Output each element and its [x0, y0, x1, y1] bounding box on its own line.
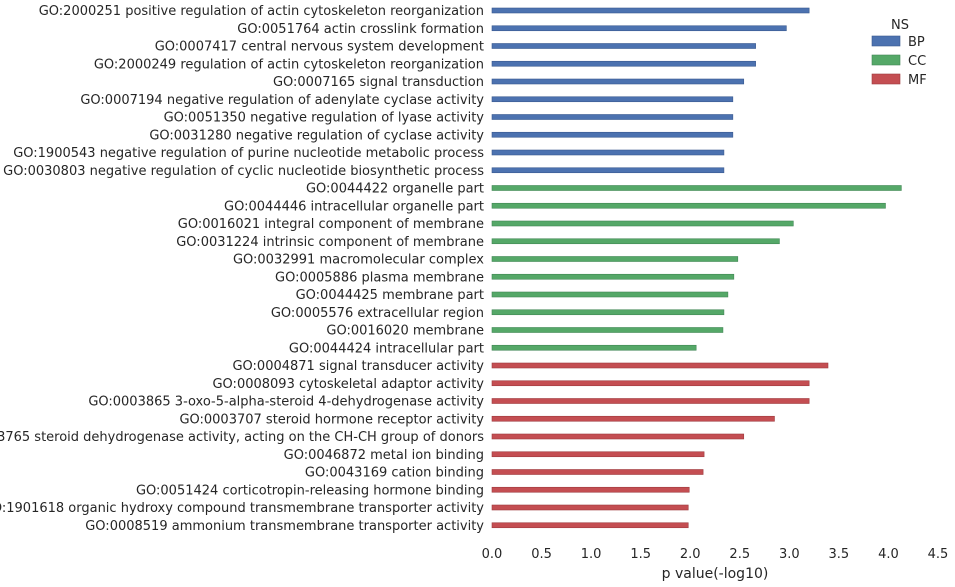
bar-bp-10: [491, 167, 725, 174]
bars-group: [491, 7, 902, 529]
bar-bp-8: [491, 131, 734, 138]
x-tick-label: 0.5: [531, 547, 552, 562]
category-label: GO:2000251 positive regulation of actin …: [39, 4, 484, 19]
category-label: GO:0044422 organelle part: [306, 182, 484, 197]
legend-entries: BP CC MF: [871, 35, 927, 88]
category-label: GO:0008519 ammonium transmembrane transp…: [85, 519, 484, 534]
bar-mf-24: [491, 415, 775, 422]
category-label: GO:0004871 signal transducer activity: [232, 359, 484, 374]
category-label: GO:0003707 steroid hormone receptor acti…: [179, 412, 484, 427]
bar-cc-14: [491, 238, 780, 245]
legend: NS BP CC MF: [871, 18, 927, 88]
category-label: GO:0030803 negative regulation of cyclic…: [3, 164, 484, 179]
bar-mf-23: [491, 398, 810, 404]
category-label: GO:0044425 membrane part: [296, 288, 484, 303]
x-tick-label: 2.5: [729, 547, 750, 562]
x-tick-label: 4.5: [928, 547, 949, 562]
x-tick-label: 2.0: [680, 547, 701, 562]
bar-bp-9: [491, 149, 725, 156]
legend-label-mf: MF: [908, 73, 927, 88]
bar-mf-26: [491, 451, 705, 458]
category-label: GO:0033765 steroid dehydrogenase activit…: [0, 430, 484, 445]
bar-bp-7: [491, 114, 734, 120]
bar-cc-11: [491, 185, 902, 191]
legend-title: NS: [891, 18, 909, 33]
category-label: GO:0051350 negative regulation of lyase …: [164, 111, 485, 126]
legend-swatch-mf: [871, 73, 901, 85]
legend-swatch-cc: [871, 54, 901, 66]
x-tick-label: 3.5: [829, 547, 850, 562]
bar-cc-12: [491, 202, 886, 209]
legend-label-cc: CC: [908, 54, 926, 69]
category-label: GO:0016020 membrane: [326, 324, 484, 339]
category-label: GO:0007194 negative regulation of adenyl…: [80, 93, 484, 108]
bar-cc-17: [491, 291, 729, 298]
bar-bp-4: [491, 60, 756, 67]
legend-swatch-bp: [871, 35, 901, 47]
category-label: GO:2000249 regulation of actin cytoskele…: [94, 57, 484, 72]
x-tick-label: 3.0: [779, 547, 800, 562]
x-tick-labels-group: 0.0 0.5 1.0 1.5 2.0 2.5 3.0 3.5 4.0 4.5: [482, 547, 949, 562]
x-tick-label: 0.0: [482, 547, 503, 562]
bar-cc-18: [491, 309, 725, 316]
category-labels-group: GO:2000251 positive regulation of actin …: [0, 4, 484, 534]
category-label: GO:0005886 plasma membrane: [275, 270, 484, 285]
bar-mf-28: [491, 486, 690, 493]
category-label: GO:0016021 integral component of membran…: [178, 217, 484, 232]
category-label: GO:1900543 negative regulation of purine…: [13, 146, 484, 161]
bar-cc-20: [491, 344, 697, 351]
category-label: GO:0044446 intracellular organelle part: [224, 199, 484, 214]
category-label: GO:0003865 3-oxo-5-alpha-steroid 4-dehyd…: [88, 395, 484, 410]
category-label: GO:0031280 negative regulation of cyclas…: [149, 128, 484, 143]
category-label: GO:0046872 metal ion binding: [284, 448, 484, 463]
x-tick-label: 1.0: [581, 547, 602, 562]
x-tick-label: 4.0: [878, 547, 899, 562]
category-label: GO:0043169 cation binding: [305, 466, 484, 481]
category-label: GO:0032991 macromolecular complex: [233, 253, 484, 268]
category-label: GO:0044424 intracellular part: [289, 341, 484, 356]
bar-mf-22: [491, 380, 810, 387]
legend-label-bp: BP: [908, 35, 925, 50]
category-label: GO:1901618 organic hydroxy compound tran…: [0, 501, 484, 516]
bar-mf-27: [491, 469, 704, 475]
bar-bp-3: [491, 43, 756, 49]
category-label: GO:0051764 actin crosslink formation: [237, 22, 484, 37]
category-label: GO:0005576 extracellular region: [271, 306, 484, 321]
bar-cc-16: [491, 273, 735, 280]
category-label: GO:0031224 intrinsic component of membra…: [176, 235, 484, 250]
category-label: GO:0007417 central nervous system develo…: [155, 40, 484, 55]
bar-bp-2: [491, 25, 787, 32]
bar-cc-19: [491, 327, 724, 333]
bar-mf-21: [491, 362, 829, 369]
bar-cc-15: [491, 256, 739, 262]
x-tick-label: 1.5: [630, 547, 651, 562]
bar-bp-5: [491, 78, 745, 85]
bar-bp-6: [491, 96, 734, 103]
category-label: GO:0007165 signal transduction: [273, 75, 484, 90]
bar-bp-1: [491, 7, 810, 14]
bar-mf-29: [491, 504, 689, 511]
bar-mf-30: [491, 522, 689, 529]
category-label: GO:0051424 corticotropin-releasing hormo…: [136, 483, 484, 498]
bar-mf-25: [491, 433, 745, 440]
bar-cc-13: [491, 220, 794, 227]
x-axis-title: p value(-log10): [662, 566, 769, 582]
category-label: GO:0008093 cytoskeletal adaptor activity: [212, 377, 484, 392]
